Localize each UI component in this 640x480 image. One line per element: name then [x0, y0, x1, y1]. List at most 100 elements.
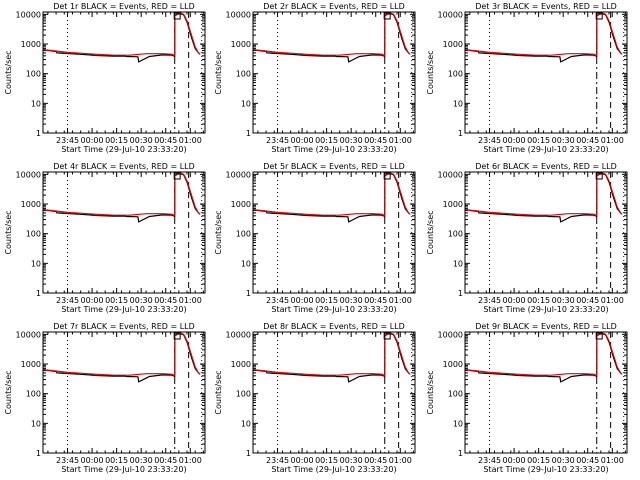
y-tick-label: 10000	[438, 330, 463, 339]
y-tick-label: 1000	[443, 40, 463, 49]
x-tick-label: 00:00	[291, 296, 314, 305]
x-tick-label: 23:45	[266, 136, 289, 145]
y-tick-label: 10000	[16, 10, 41, 19]
x-tick-label: 00:45	[576, 456, 599, 465]
lld-series-line	[252, 172, 411, 217]
y-axis-label: Counts/sec	[4, 210, 13, 254]
panel-7: Det 7r BLACK = Events, RED = LLD Counts/s…	[4, 322, 206, 474]
panel-title: Det 6r BLACK = Events, RED = LLD	[475, 162, 617, 171]
panel-title: Det 4r BLACK = Events, RED = LLD	[53, 162, 195, 171]
y-tick-label: 1000	[231, 200, 251, 209]
x-tick-label: 01:00	[179, 296, 202, 305]
x-tick-label: 00:45	[576, 296, 599, 305]
y-axis-label: Counts/sec	[426, 210, 435, 254]
x-tick-label: 00:00	[81, 296, 104, 305]
panel-title: Det 1r BLACK = Events, RED = LLD	[53, 2, 195, 11]
x-tick-label: 00:30	[130, 136, 153, 145]
x-tick-label: 01:00	[389, 296, 412, 305]
x-tick-label: 00:30	[552, 136, 575, 145]
x-tick-label: 00:00	[81, 456, 104, 465]
y-tick-label: 1	[458, 289, 463, 298]
x-axis-label: Start Time (29-Jul-10 23:33:20)	[271, 145, 396, 154]
y-tick-label: 10	[241, 419, 251, 428]
lld-series-line	[42, 332, 201, 377]
y-tick-label: 10	[453, 99, 463, 108]
y-tick-label: 10	[453, 259, 463, 268]
x-axis-label: Start Time (29-Jul-10 23:33:20)	[61, 465, 186, 474]
x-tick-label: 00:30	[340, 136, 363, 145]
plot-frame	[464, 11, 628, 134]
y-tick-label: 1	[458, 129, 463, 138]
y-axis-label: Counts/sec	[214, 210, 223, 254]
x-tick-label: 00:30	[552, 456, 575, 465]
y-tick-label: 1000	[443, 200, 463, 209]
x-tick-label: 00:00	[503, 136, 526, 145]
x-tick-label: 23:45	[266, 456, 289, 465]
x-tick-label: 00:45	[364, 296, 387, 305]
square-marker	[173, 172, 181, 180]
x-tick-label: 00:00	[81, 136, 104, 145]
x-tick-label: 00:15	[315, 296, 338, 305]
square-marker	[383, 12, 391, 20]
x-tick-label: 00:45	[154, 456, 177, 465]
y-tick-label: 10000	[226, 330, 251, 339]
panel-9: Det 9r BLACK = Events, RED = LLD Counts/s…	[426, 322, 628, 474]
lld-series-line	[252, 332, 411, 377]
y-tick-label: 10000	[16, 170, 41, 179]
panel-6: Det 6r BLACK = Events, RED = LLD Counts/s…	[426, 162, 628, 314]
x-tick-label: 00:15	[315, 456, 338, 465]
square-marker	[383, 332, 391, 340]
y-tick-label: 1000	[21, 360, 41, 369]
x-tick-label: 23:45	[478, 136, 501, 145]
panel-1: Det 1r BLACK = Events, RED = LLD Counts/s…	[4, 2, 206, 154]
y-tick-label: 10	[241, 99, 251, 108]
x-axis-label: Start Time (29-Jul-10 23:33:20)	[61, 145, 186, 154]
square-marker	[173, 332, 181, 340]
y-tick-label: 1	[246, 289, 251, 298]
y-tick-label: 100	[236, 390, 251, 399]
y-tick-label: 100	[26, 70, 41, 79]
y-tick-label: 10000	[438, 10, 463, 19]
x-tick-label: 00:45	[364, 456, 387, 465]
x-axis-label: Start Time (29-Jul-10 23:33:20)	[271, 465, 396, 474]
x-axis-label: Start Time (29-Jul-10 23:33:20)	[61, 305, 186, 314]
panel-title: Det 3r BLACK = Events, RED = LLD	[475, 2, 617, 11]
plot-frame	[464, 331, 628, 454]
panel-5: Det 5r BLACK = Events, RED = LLD Counts/s…	[214, 162, 416, 314]
y-tick-label: 100	[236, 70, 251, 79]
y-tick-label: 1000	[231, 360, 251, 369]
y-axis-label: Counts/sec	[4, 50, 13, 94]
x-tick-label: 00:15	[105, 296, 128, 305]
panel-4: Det 4r BLACK = Events, RED = LLD Counts/s…	[4, 162, 206, 314]
lld-series-line	[464, 12, 623, 57]
y-tick-label: 10000	[438, 170, 463, 179]
y-tick-label: 100	[236, 230, 251, 239]
y-tick-label: 1	[458, 449, 463, 458]
plot-frame	[252, 331, 416, 454]
x-tick-label: 01:00	[601, 296, 624, 305]
square-marker	[173, 12, 181, 20]
y-tick-label: 10	[31, 419, 41, 428]
y-axis-label: Counts/sec	[214, 370, 223, 414]
x-tick-label: 00:00	[503, 296, 526, 305]
square-marker	[595, 172, 603, 180]
x-tick-label: 00:00	[291, 456, 314, 465]
lld-series-line	[252, 12, 411, 57]
x-tick-label: 23:45	[56, 456, 79, 465]
y-tick-label: 10	[241, 259, 251, 268]
x-tick-label: 00:45	[154, 136, 177, 145]
y-tick-label: 100	[448, 390, 463, 399]
x-tick-label: 01:00	[389, 456, 412, 465]
plot-frame	[252, 171, 416, 294]
y-tick-label: 1000	[21, 40, 41, 49]
square-marker	[595, 332, 603, 340]
lld-series-line	[464, 172, 623, 217]
x-tick-label: 01:00	[179, 136, 202, 145]
plot-frame	[42, 171, 206, 294]
x-tick-label: 01:00	[601, 456, 624, 465]
x-tick-label: 00:15	[527, 296, 550, 305]
x-tick-label: 00:00	[291, 136, 314, 145]
lld-series-line	[464, 332, 623, 377]
panel-title: Det 8r BLACK = Events, RED = LLD	[263, 322, 405, 331]
